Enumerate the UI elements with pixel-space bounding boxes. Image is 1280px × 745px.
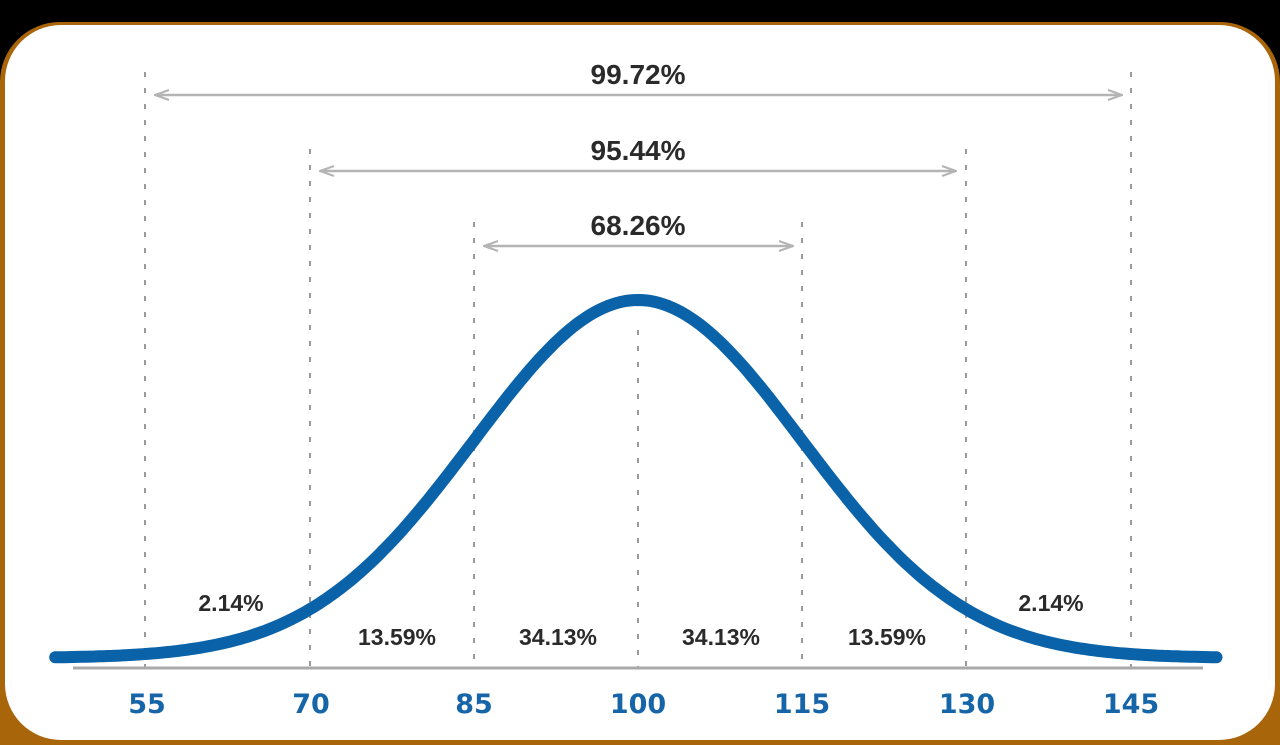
chart-card [5, 25, 1275, 740]
segment-label-85-100: 34.13% [519, 624, 597, 650]
x-tick-130: 130 [939, 689, 995, 720]
segment-label-115-130: 13.59% [848, 624, 926, 650]
segment-label-130-145: 2.14% [1018, 590, 1083, 616]
x-tick-70: 70 [292, 689, 330, 720]
span-arrows [155, 95, 1122, 246]
span-label-99: 99.72% [591, 59, 686, 90]
segment-label-70-85: 13.59% [358, 624, 436, 650]
bell-curve [49, 294, 1223, 664]
span-label-68: 68.26% [591, 210, 686, 241]
segment-label-55-70: 2.14% [198, 590, 263, 616]
x-tick-85: 85 [455, 689, 493, 720]
span-label-95: 95.44% [591, 135, 686, 166]
segment-label-100-115: 34.13% [682, 624, 760, 650]
x-tick-100: 100 [610, 689, 666, 720]
x-tick-115: 115 [774, 689, 830, 720]
x-tick-145: 145 [1103, 689, 1159, 720]
x-tick-55: 55 [128, 689, 166, 720]
dashed-gridlines [144, 72, 1132, 668]
